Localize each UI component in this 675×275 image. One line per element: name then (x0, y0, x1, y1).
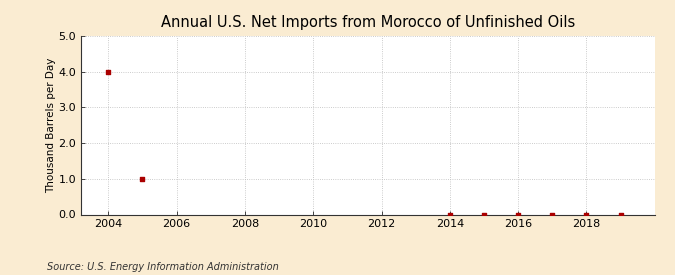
Point (581, 212, 592, 217)
Point (137, 177, 148, 181)
Point (103, 69, 113, 74)
Point (547, 212, 558, 217)
Y-axis label: Thousand Barrels per Day: Thousand Barrels per Day (46, 57, 55, 193)
Point (479, 212, 489, 217)
Text: Source: U.S. Energy Information Administration: Source: U.S. Energy Information Administ… (47, 262, 279, 272)
Point (444, 212, 455, 217)
Point (615, 212, 626, 217)
Point (513, 212, 524, 217)
Title: Annual U.S. Net Imports from Morocco of Unfinished Oils: Annual U.S. Net Imports from Morocco of … (161, 15, 575, 31)
